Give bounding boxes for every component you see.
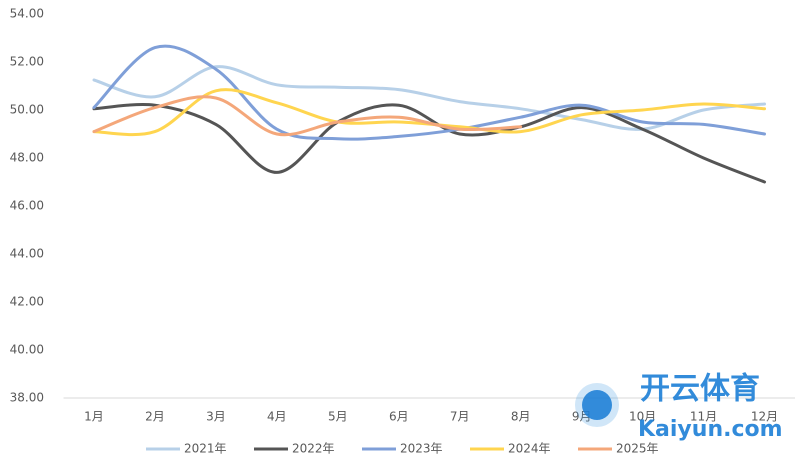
x-tick-label: 2月 [145,410,165,424]
y-tick-label: 54.00 [10,7,44,21]
watermark-site: Kaiyun.com [638,417,783,442]
legend-label: 2021年 [184,442,227,456]
legend-label: 2023年 [400,442,443,456]
x-tick-label: 6月 [389,410,409,424]
x-tick-label: 12月 [751,410,778,424]
y-tick-label: 42.00 [10,295,44,309]
x-tick-label: 4月 [267,410,287,424]
series-line [92,44,767,141]
x-tick-label: 1月 [84,410,104,424]
y-tick-label: 52.00 [10,55,44,69]
x-tick-label: 5月 [328,410,348,424]
watermark-brand: 开云体育 [640,372,760,407]
legend-label: 2025年 [616,442,659,456]
x-tick-label: 10月 [629,410,656,424]
plot: 38.00 40.00 42.00 44.00 46.00 48.00 50.00 52.00… [10,7,795,456]
legend-label: 2024年 [508,442,551,456]
y-tick-label: 44.00 [10,247,44,261]
x-tick-label: 3月 [206,410,226,424]
series-line [92,88,767,137]
y-tick-label: 38.00 [10,391,44,405]
watermark: 开云体育 Kaiyun.com [575,372,783,442]
y-tick-label: 40.00 [10,343,44,357]
watermark-ball [582,390,612,420]
y-tick-label: 50.00 [10,103,44,117]
x-tick-label: 7月 [450,410,470,424]
series-line [92,95,523,137]
series-line [92,65,767,131]
x-tick-label: 11月 [690,410,717,424]
series-line [92,103,767,184]
legend-label: 2022年 [292,442,335,456]
y-tick-label: 48.00 [10,151,44,165]
y-tick-label: 46.00 [10,199,44,213]
x-tick-label: 8月 [511,410,531,424]
